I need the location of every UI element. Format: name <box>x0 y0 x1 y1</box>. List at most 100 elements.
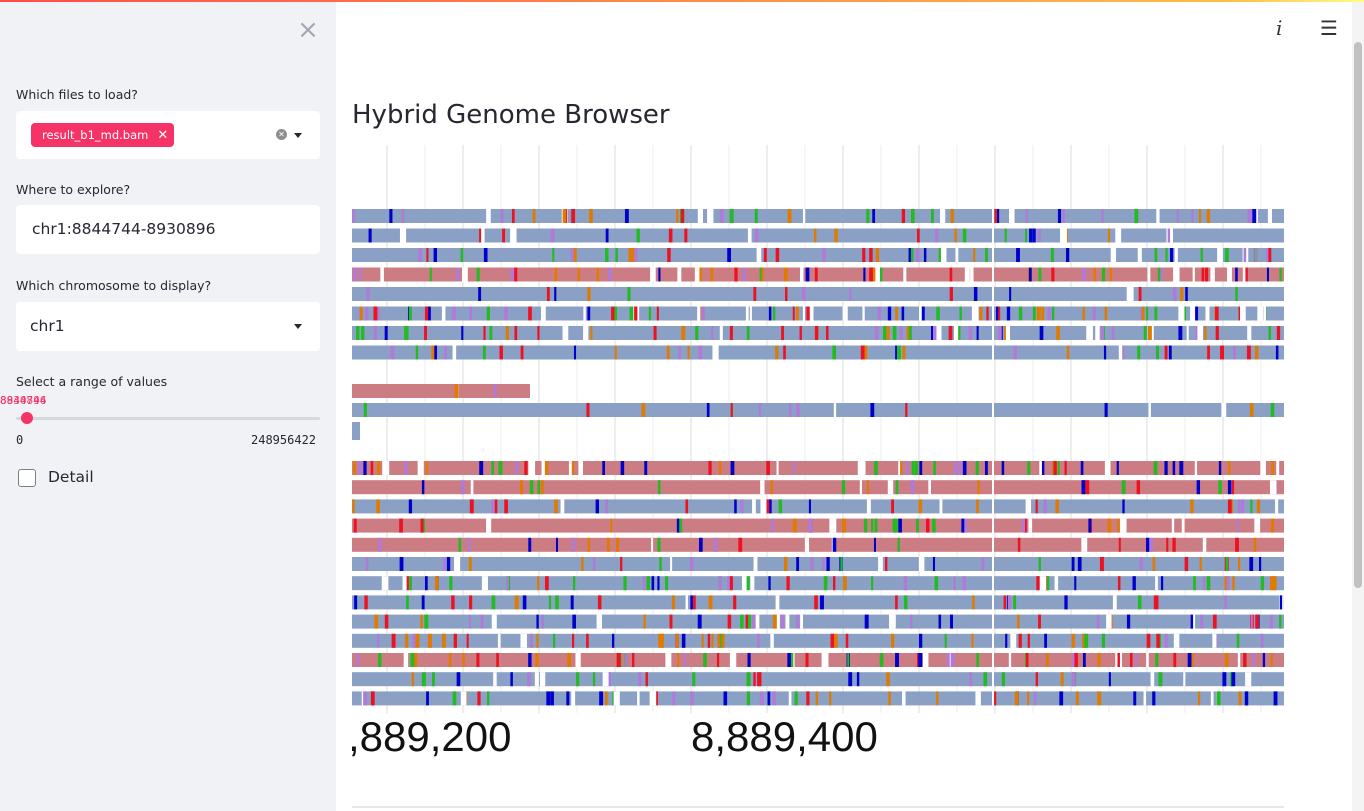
read-variant <box>1245 672 1252 687</box>
scrollbar-thumb[interactable] <box>1354 42 1362 588</box>
detail-checkbox[interactable] <box>18 469 36 487</box>
read-variant <box>954 461 958 475</box>
close-icon[interactable]: × <box>297 15 319 45</box>
read-variant <box>1171 518 1175 533</box>
read-variant <box>896 345 901 360</box>
read-variant <box>830 633 835 648</box>
read-variant <box>826 557 830 571</box>
read-variant <box>1057 209 1062 223</box>
hamburger-menu-icon[interactable]: ☰ <box>1320 16 1338 40</box>
read-variant <box>805 653 809 667</box>
read-variant <box>841 480 846 495</box>
read-variant <box>1224 595 1227 610</box>
read-variant <box>520 345 524 360</box>
read-variant <box>887 326 890 340</box>
read-variant <box>1212 614 1217 629</box>
read-variant <box>1132 576 1136 591</box>
read-variant <box>1233 345 1236 360</box>
read-variant <box>1003 595 1007 610</box>
read-variant <box>1108 672 1111 687</box>
read-variant <box>1253 537 1257 552</box>
read-variant <box>1039 326 1044 340</box>
explore-input[interactable]: chr1:8844744-8930896 <box>16 205 320 254</box>
read-variant <box>962 228 967 243</box>
read-variant <box>754 228 759 243</box>
aligned-read <box>994 672 1284 687</box>
read-variant <box>1269 614 1273 629</box>
read-variant <box>412 633 416 648</box>
read-variant <box>421 595 425 610</box>
read-variant <box>678 345 681 360</box>
read-variant <box>895 480 899 495</box>
read-variant <box>874 461 878 475</box>
genome-view-svg[interactable]: ,889,200 8,889,400 <box>352 145 1284 811</box>
read-variant <box>815 691 819 706</box>
read-variant <box>491 595 496 610</box>
read-variant <box>677 267 682 282</box>
read-variant <box>802 209 806 223</box>
read-variant <box>1215 306 1219 321</box>
read-variant <box>586 633 589 648</box>
read-variant <box>1165 248 1168 262</box>
read-variant <box>469 595 473 610</box>
chevron-down-icon[interactable] <box>294 133 302 138</box>
read-variant <box>373 306 378 321</box>
read-variant <box>456 672 461 687</box>
read-variant <box>653 326 657 340</box>
read-variant <box>795 306 799 321</box>
read-variant <box>1217 248 1223 262</box>
read-variant <box>462 267 468 282</box>
genome-browser-view[interactable]: ,889,200 8,889,400 <box>352 145 1284 811</box>
read-variant <box>529 633 533 648</box>
read-variant <box>752 614 756 629</box>
read-variant <box>918 499 923 514</box>
range-slider-track[interactable] <box>16 417 320 420</box>
read-variant <box>376 306 380 321</box>
read-variant <box>537 480 541 495</box>
detail-label[interactable]: Detail <box>48 468 94 486</box>
read-variant <box>903 576 908 591</box>
read-variant <box>510 228 517 243</box>
read-variant <box>469 306 473 321</box>
read-variant <box>1258 557 1262 571</box>
read-variant <box>772 614 777 629</box>
read-variant <box>1013 345 1017 360</box>
read-variant <box>727 248 732 262</box>
read-variant <box>677 653 680 667</box>
read-variant <box>651 537 654 552</box>
read-variant <box>933 461 936 475</box>
clear-icon[interactable]: ✕ <box>276 129 287 140</box>
remove-chip-icon[interactable]: ✕ <box>157 127 169 143</box>
read-variant <box>681 633 686 648</box>
range-label: Select a range of values <box>16 374 168 389</box>
read-variant <box>944 633 947 648</box>
read-variant <box>1035 499 1038 514</box>
read-variant <box>1001 461 1005 475</box>
read-variant <box>745 614 749 629</box>
files-multiselect[interactable]: result_b1_md.bam ✕ ✕ <box>16 111 320 159</box>
read-variant <box>356 326 360 340</box>
read-variant <box>415 345 419 360</box>
read-variant <box>1267 209 1272 223</box>
scrollbar[interactable] <box>1352 2 1364 811</box>
chromosome-select[interactable]: chr1 <box>16 302 320 351</box>
read-variant <box>1185 287 1188 301</box>
read-variant <box>607 672 611 687</box>
read-variant <box>424 614 429 629</box>
read-variant <box>1037 228 1041 243</box>
info-icon[interactable]: i <box>1276 16 1283 40</box>
read-variant <box>1260 633 1264 648</box>
read-variant <box>462 653 465 667</box>
read-variant <box>932 518 936 533</box>
read-variant <box>910 614 913 629</box>
read-variant <box>698 345 703 360</box>
read-variant <box>1064 461 1067 475</box>
read-variant <box>767 691 771 706</box>
read-variant <box>1099 557 1104 571</box>
range-slider-handle[interactable] <box>21 412 33 424</box>
read-variant <box>480 614 484 629</box>
read-variant <box>1174 248 1178 262</box>
read-variant <box>378 537 382 552</box>
read-variant <box>1238 557 1241 571</box>
read-variant <box>1170 248 1174 262</box>
